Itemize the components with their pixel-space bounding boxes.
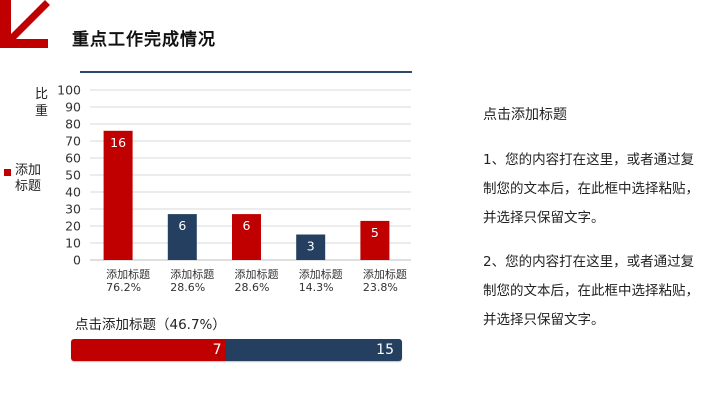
progress-right-value: 15 <box>376 342 394 358</box>
y-tick-label: 90 <box>65 100 81 115</box>
side-paragraph-1: 1、您的内容打在这里，或者通过复制您的文本后，在此框中选择粘贴，并选择只保留文字… <box>483 152 699 226</box>
bar-data-label: 6 <box>178 218 186 233</box>
legend-swatch <box>4 169 11 176</box>
progress-segment-completed: 7 <box>71 339 226 361</box>
legend-label: 添加标题 <box>15 163 42 194</box>
bar <box>360 220 390 260</box>
y-axis-label: 比重 <box>35 87 49 119</box>
y-tick-label: 10 <box>65 236 81 251</box>
y-tick-label: 40 <box>65 185 81 200</box>
progress-segment-remaining: 15 <box>225 339 402 361</box>
bar-data-label: 3 <box>307 239 315 254</box>
progress-title: 点击添加标题（46.7%） <box>75 317 226 333</box>
y-tick-label: 100 <box>57 83 81 98</box>
bar-data-label: 5 <box>371 225 379 240</box>
x-tick-label: 添加标题 14.3% <box>299 267 343 294</box>
arrow-down-right-icon <box>0 0 50 48</box>
bar <box>296 234 326 260</box>
x-tick-label: 添加标题 28.6% <box>235 267 279 294</box>
bar <box>103 130 133 260</box>
bar <box>232 214 261 260</box>
y-tick-label: 80 <box>65 117 81 132</box>
side-text-panel: 点击添加标题 1、您的内容打在这里，或者通过复制您的文本后，在此框中选择粘贴，并… <box>483 104 703 350</box>
side-heading: 点击添加标题 <box>483 107 567 123</box>
chart-legend: 添加标题 <box>4 163 45 195</box>
bar <box>167 214 197 260</box>
bar-data-label: 6 <box>243 218 251 233</box>
y-tick-label: 60 <box>65 151 81 166</box>
progress-bar: 7 15 <box>71 339 402 361</box>
title-divider <box>80 71 412 73</box>
x-tick-label: 添加标题 23.8% <box>363 267 407 294</box>
y-tick-label: 70 <box>65 134 81 149</box>
x-tick-label: 添加标题 76.2% <box>106 267 150 294</box>
progress-left-value: 7 <box>212 342 222 358</box>
y-tick-label: 20 <box>65 219 81 234</box>
page-title: 重点工作完成情况 <box>72 30 216 50</box>
bar-data-label: 16 <box>110 135 126 150</box>
side-paragraph-2: 2、您的内容打在这里，或者通过复制您的文本后，在此框中选择粘贴，并选择只保留文字… <box>483 254 699 328</box>
x-tick-label: 添加标题 28.6% <box>170 267 214 294</box>
y-tick-label: 0 <box>73 253 81 268</box>
y-tick-label: 50 <box>65 168 81 183</box>
y-tick-label: 30 <box>65 202 81 217</box>
